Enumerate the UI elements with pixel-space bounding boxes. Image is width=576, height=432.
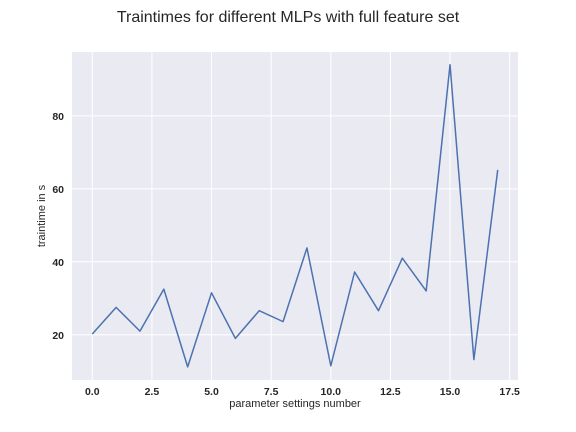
y-tick-labels: 20 40 60 80: [52, 111, 64, 342]
x-tick-label: 17.5: [499, 386, 520, 398]
data-point: [352, 270, 357, 275]
y-tick-label: 60: [52, 184, 64, 196]
x-tick-label: 2.5: [145, 386, 160, 398]
data-point: [328, 363, 333, 368]
chart-title: Traintimes for different MLPs with full …: [117, 9, 460, 26]
data-point: [376, 308, 381, 313]
y-axis-label: traintime in s: [36, 184, 48, 247]
data-point: [233, 336, 238, 341]
x-tick-label: 15.0: [440, 386, 461, 398]
data-point: [161, 287, 166, 292]
data-point: [137, 329, 142, 334]
data-point: [424, 288, 429, 293]
x-tick-label: 0.0: [85, 386, 100, 398]
x-tick-label: 7.5: [264, 386, 279, 398]
data-point: [448, 62, 453, 67]
y-tick-label: 80: [52, 111, 64, 123]
x-tick-label: 10.0: [321, 386, 342, 398]
x-tick-label: 12.5: [380, 386, 401, 398]
data-point: [400, 256, 405, 261]
x-tick-labels: 0.0 2.5 5.0 7.5 10.0 12.5 15.0 17.5: [85, 386, 520, 398]
data-point: [304, 245, 309, 250]
y-tick-label: 40: [52, 257, 64, 269]
data-point: [257, 308, 262, 313]
data-point: [281, 319, 286, 324]
data-point: [90, 332, 95, 337]
x-axis-label: parameter settings number: [229, 398, 361, 410]
y-tick-label: 20: [52, 330, 64, 342]
data-point: [471, 357, 476, 362]
data-point: [114, 305, 119, 310]
data-point: [209, 290, 214, 295]
x-tick-label: 5.0: [204, 386, 219, 398]
data-point: [495, 167, 500, 172]
data-point: [185, 364, 190, 369]
